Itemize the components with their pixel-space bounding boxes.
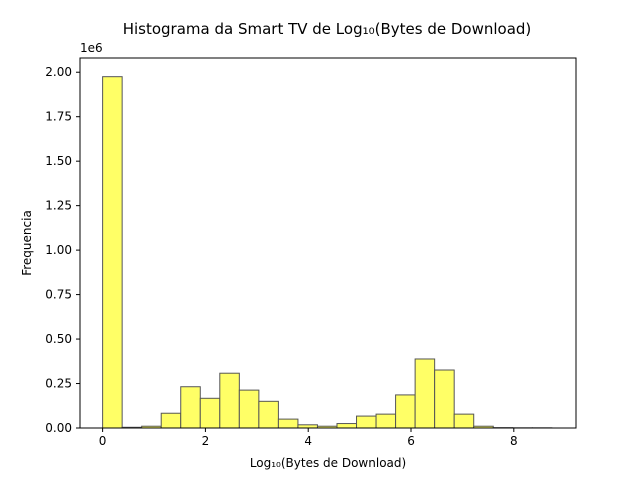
histogram-bar-9 bbox=[277, 418, 299, 429]
x-tick-label-0: 0 bbox=[99, 434, 107, 448]
histogram-bar-4 bbox=[180, 386, 201, 429]
histogram-bar-7 bbox=[238, 389, 260, 429]
chart-title: Histograma da Smart TV de Log₁₀(Bytes de… bbox=[123, 20, 532, 38]
histogram-bar-12 bbox=[336, 423, 358, 429]
histogram-bar-14 bbox=[375, 413, 397, 429]
y-axis-label: Frequencia bbox=[20, 210, 34, 276]
y-tick-label-8: 2.00 bbox=[45, 65, 72, 79]
x-tick-label-2: 4 bbox=[304, 434, 312, 448]
y-tick-label-3: 0.75 bbox=[45, 288, 72, 302]
y-tick-label-6: 1.50 bbox=[45, 154, 72, 168]
histogram-bar-5 bbox=[199, 397, 221, 429]
y-tick-label-7: 1.75 bbox=[45, 110, 72, 124]
x-tick-label-3: 6 bbox=[407, 434, 415, 448]
plot-frame bbox=[79, 57, 577, 429]
y-tick-label-1: 0.25 bbox=[45, 377, 72, 391]
x-tick-label-4: 8 bbox=[510, 434, 518, 448]
histogram-bar-3 bbox=[160, 412, 182, 429]
y-tick-label-4: 1.00 bbox=[45, 243, 72, 257]
histogram-bar-6 bbox=[219, 372, 240, 429]
histogram-bar-0 bbox=[102, 76, 123, 429]
y-tick-label-2: 0.50 bbox=[45, 332, 72, 346]
x-axis-ticks: 0 2 4 6 8 bbox=[99, 428, 518, 448]
histogram-bar-16 bbox=[414, 358, 436, 429]
x-tick-label-1: 2 bbox=[202, 434, 210, 448]
y-tick-label-0: 0.00 bbox=[45, 421, 72, 435]
y-axis-offset-label: 1e6 bbox=[80, 41, 103, 55]
histogram-bar-8 bbox=[258, 400, 279, 429]
x-axis-label: Log₁₀(Bytes de Download) bbox=[250, 456, 406, 470]
y-tick-label-5: 1.25 bbox=[45, 199, 72, 213]
histogram-bar-15 bbox=[395, 394, 416, 429]
y-axis-ticks: 0.00 0.25 0.50 0.75 1.00 1.25 1.50 1.75 2.00 bbox=[45, 65, 80, 435]
histogram-bar-17 bbox=[434, 369, 455, 429]
histogram-bars bbox=[102, 76, 553, 429]
histogram-bar-18 bbox=[453, 413, 475, 429]
histogram-bar-13 bbox=[356, 415, 377, 429]
